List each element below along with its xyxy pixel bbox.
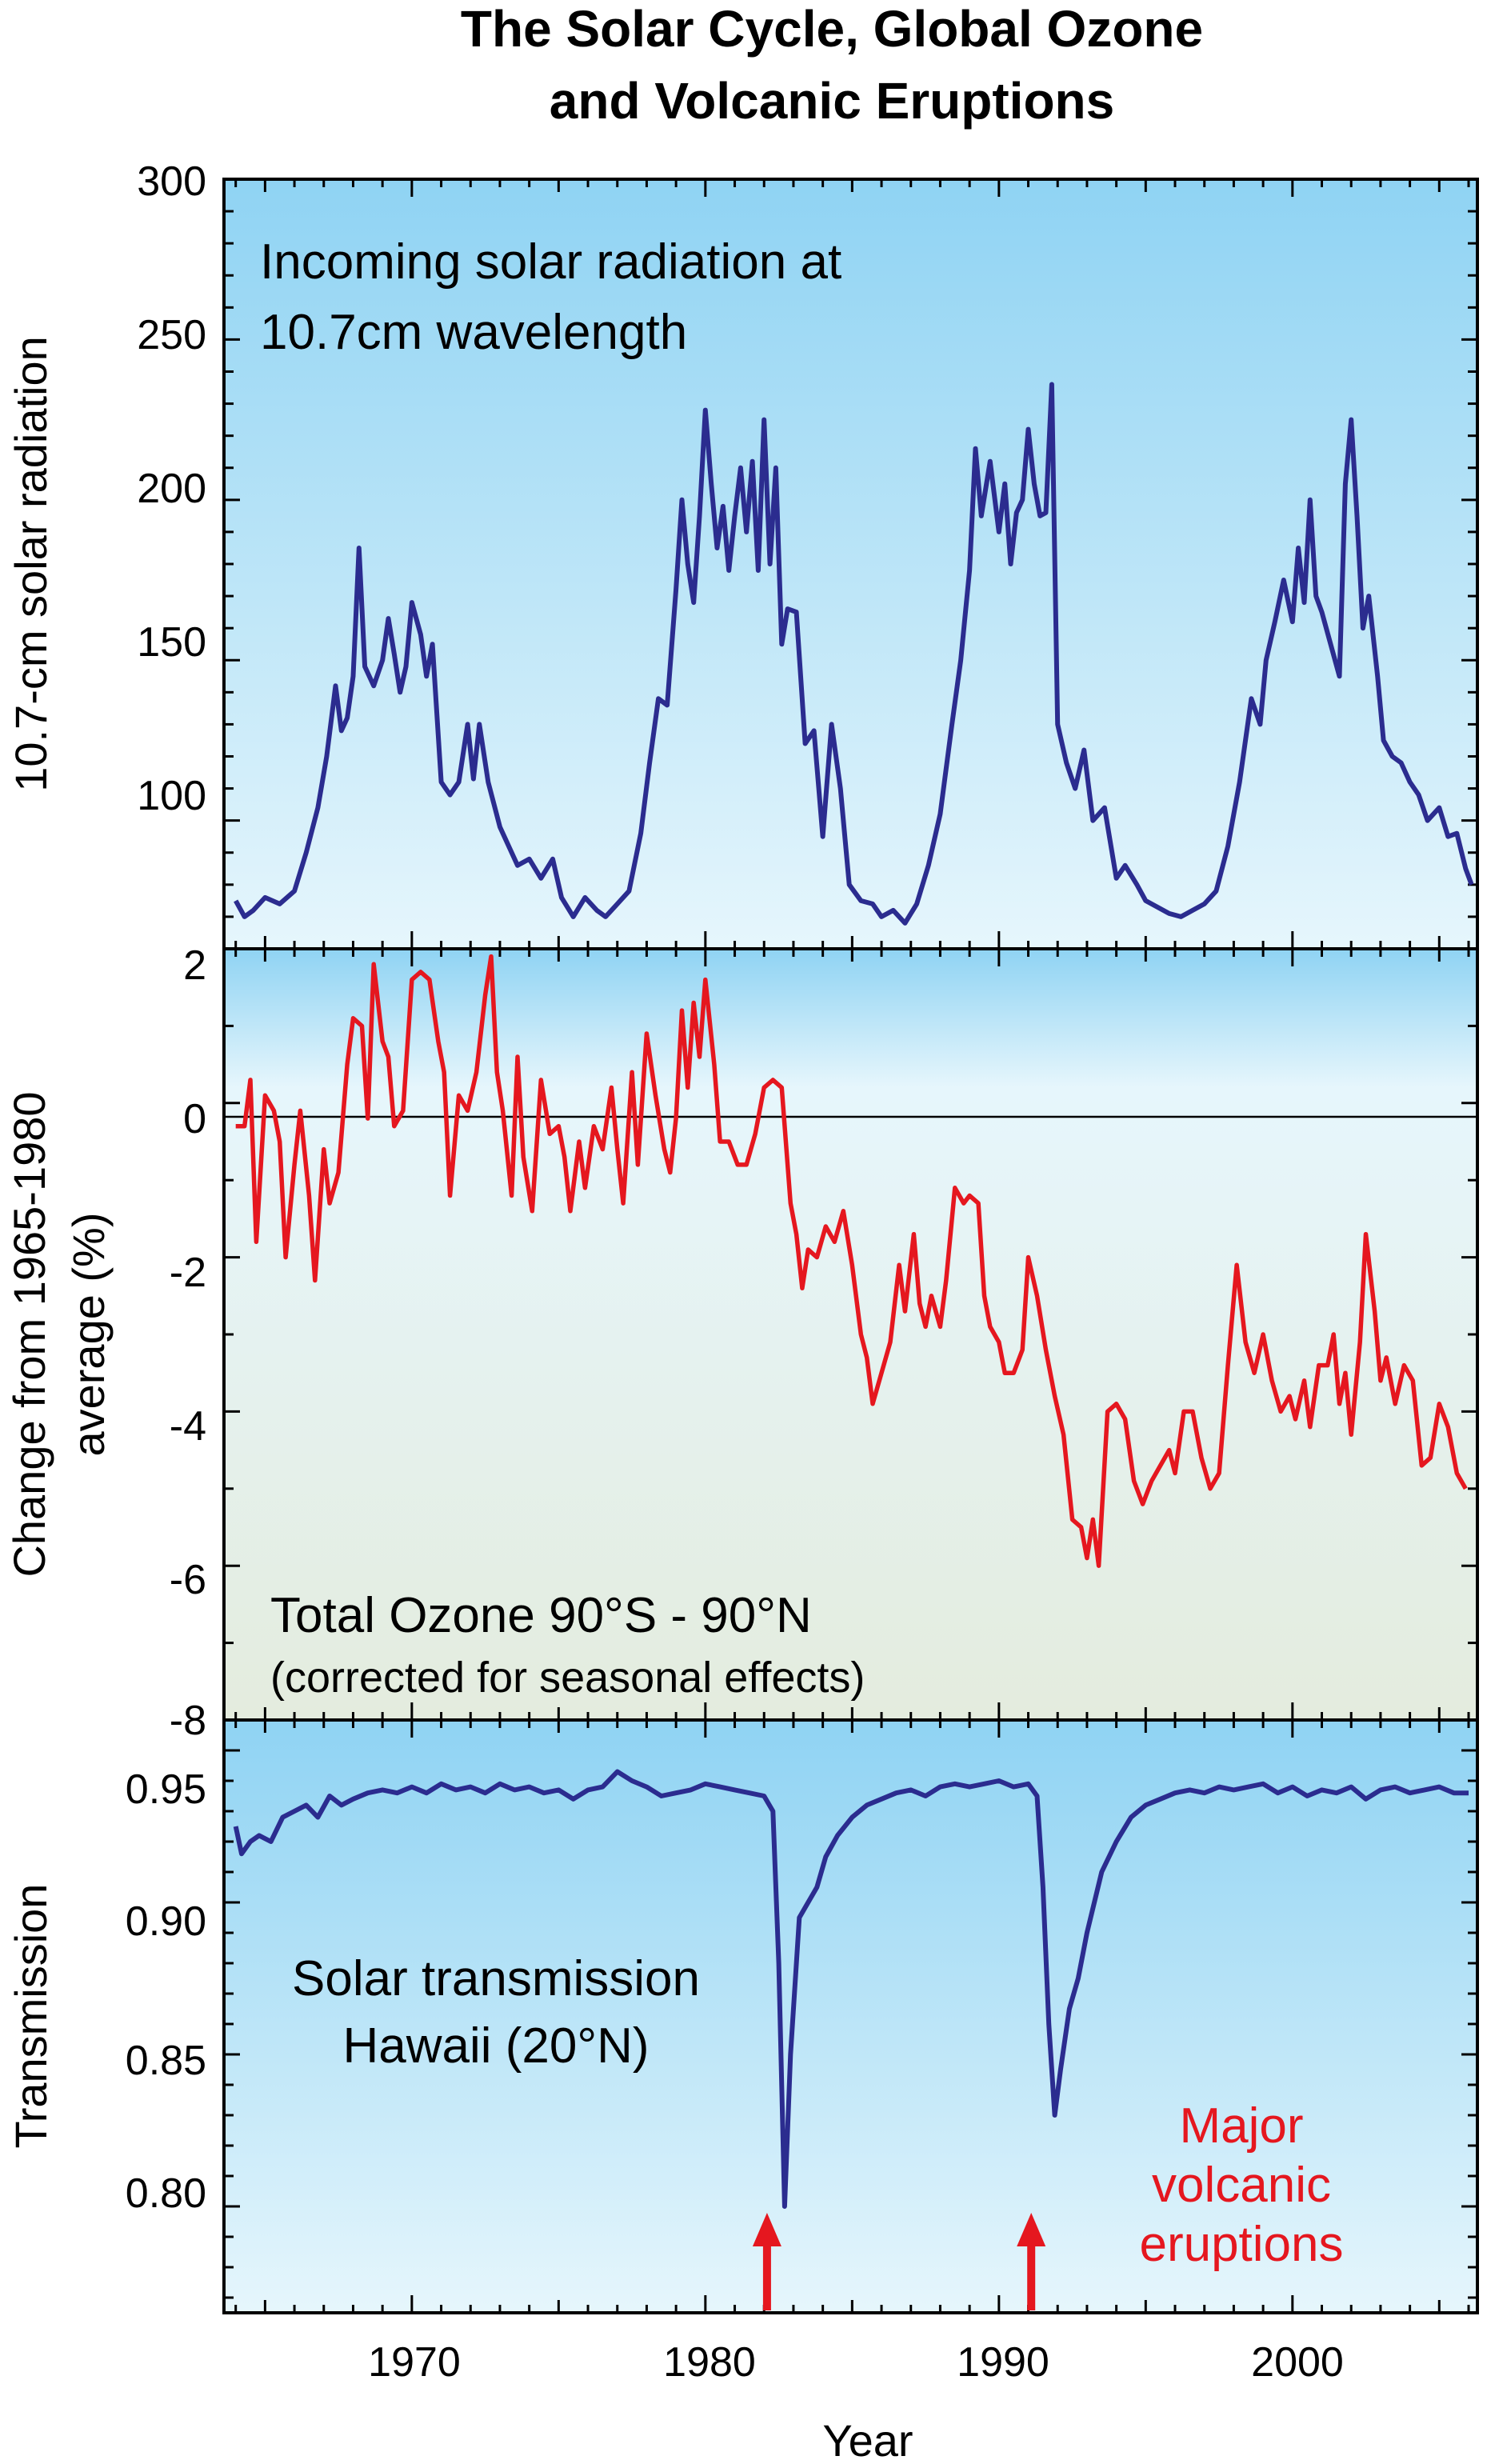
eruption-label-line3: eruptions bbox=[1139, 2217, 1343, 2272]
top-annotation-line1: Incoming solar radiation at bbox=[260, 234, 841, 290]
y-tick-label: 0 bbox=[183, 1096, 206, 1142]
y-tick-label: 0.80 bbox=[126, 2170, 206, 2217]
y-tick-label: -4 bbox=[170, 1403, 206, 1450]
y-tick-label: 200 bbox=[137, 466, 206, 512]
solar-radiation-series-line bbox=[234, 382, 1474, 926]
middle-annotation-line1: Total Ozone 90°S - 90°N bbox=[270, 1588, 812, 1643]
transmission-series-line bbox=[233, 1769, 1469, 2209]
top-y-axis-label: 10.7-cm solar radiation bbox=[6, 336, 56, 792]
y-tick-label: 250 bbox=[137, 312, 206, 358]
bottom-y-tick-labels: 0.95 0.90 0.85 0.80 bbox=[126, 1766, 206, 2217]
top-panel-background bbox=[224, 179, 1477, 949]
top-annotation-line2: 10.7cm wavelength bbox=[260, 305, 687, 360]
eruption-arrow bbox=[752, 2213, 781, 2310]
y-tick-label: 0.95 bbox=[126, 1766, 206, 1813]
x-axis-label: Year bbox=[822, 2415, 913, 2464]
ozone-series-line bbox=[235, 954, 1468, 1568]
eruption-label-line2: volcanic bbox=[1152, 2158, 1331, 2213]
y-tick-label: 0.85 bbox=[126, 2038, 206, 2084]
eruption-label-line1: Major bbox=[1179, 2098, 1303, 2154]
x-tick-labels: 1970 1980 1990 2000 bbox=[368, 2339, 1344, 2386]
x-tick-label: 1990 bbox=[957, 2339, 1049, 2386]
bottom-annotation-line2: Hawaii (20°N) bbox=[342, 2018, 649, 2074]
x-tick-label: 1970 bbox=[368, 2339, 461, 2386]
bottom-panel-frame bbox=[222, 1718, 1479, 2314]
figure-title-line1: The Solar Cycle, Global Ozone bbox=[461, 0, 1203, 58]
y-tick-label: 2 bbox=[183, 942, 206, 989]
middle-annotation-line2: (corrected for seasonal effects) bbox=[270, 1654, 865, 1702]
y-tick-label: -6 bbox=[170, 1557, 206, 1603]
y-tick-label: 300 bbox=[137, 158, 206, 205]
y-tick-label: 0.90 bbox=[126, 1898, 206, 1945]
eruption-arrows bbox=[752, 2213, 1046, 2310]
middle-panel-background bbox=[224, 949, 1477, 1720]
x-tick-label: 1980 bbox=[663, 2339, 756, 2386]
middle-y-axis-label-line1: Change from 1965-1980 bbox=[4, 1091, 54, 1577]
eruption-arrow bbox=[1017, 2213, 1046, 2310]
y-tick-label: -2 bbox=[170, 1250, 206, 1296]
top-y-tick-labels: 300 250 200 150 100 bbox=[137, 158, 206, 819]
y-tick-label: 100 bbox=[137, 773, 206, 819]
figure-title-line2: and Volcanic Eruptions bbox=[550, 72, 1114, 130]
bottom-y-axis-label: Transmission bbox=[6, 1884, 56, 2149]
middle-y-axis-label-line2: average (%) bbox=[63, 1212, 114, 1456]
x-tick-label: 2000 bbox=[1251, 2339, 1344, 2386]
y-tick-label: 150 bbox=[137, 619, 206, 666]
y-tick-label: -8 bbox=[170, 1698, 206, 1744]
middle-y-tick-labels: 2 0 -2 -4 -6 -8 bbox=[170, 942, 206, 1744]
bottom-annotation-line1: Solar transmission bbox=[292, 1951, 700, 2006]
